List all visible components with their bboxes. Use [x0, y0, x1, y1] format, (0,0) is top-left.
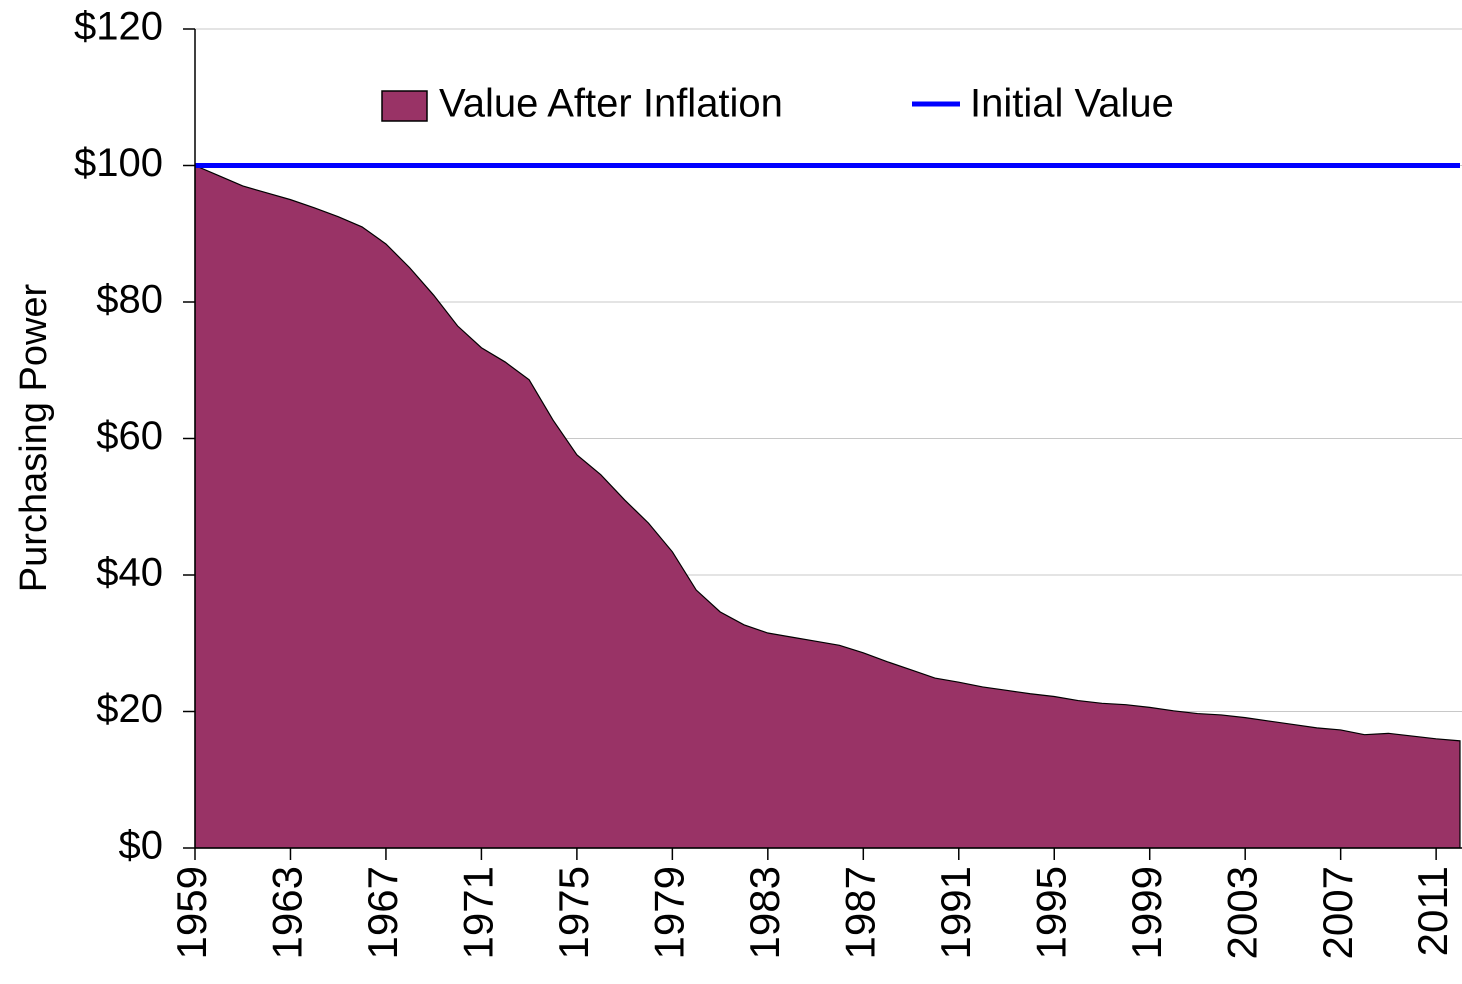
x-tick-label: 1971 [455, 866, 502, 959]
y-tick-label: $100 [74, 141, 163, 185]
y-tick-label: $40 [96, 551, 163, 595]
y-axis-label: Purchasing Power [13, 283, 55, 592]
legend-label: Value After Inflation [439, 82, 783, 126]
x-tick-label: 1967 [359, 866, 406, 959]
x-tick-label: 1983 [741, 866, 788, 959]
x-tick-label: 1995 [1027, 866, 1074, 959]
x-tick-label: 1979 [645, 866, 692, 959]
y-tick-label: $0 [119, 824, 164, 868]
x-tick-label: 2011 [1409, 866, 1456, 956]
area [194, 164, 1461, 849]
y-tick-label: $80 [96, 278, 163, 322]
x-tick-label: 1987 [836, 866, 883, 959]
x-tick-label: 1959 [168, 866, 215, 959]
x-tick-label: 2007 [1314, 866, 1361, 959]
x-tick-label: 1963 [264, 866, 311, 959]
y-tick-label: $60 [96, 414, 163, 458]
x-tick-label: 1975 [550, 866, 597, 959]
y-tick-label: $120 [74, 5, 163, 49]
legend-label: Initial Value [970, 82, 1174, 126]
x-tick-label: 1999 [1123, 866, 1170, 959]
x-tick-label: 2003 [1218, 866, 1265, 959]
x-tick-label: 1991 [932, 866, 979, 959]
legend-swatch [381, 90, 428, 122]
y-tick-label: $20 [96, 687, 163, 731]
